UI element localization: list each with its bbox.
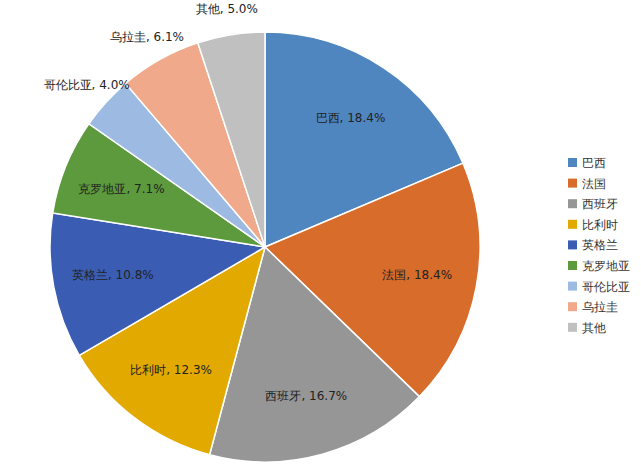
slice: [198, 32, 265, 247]
legend-label: 哥伦比亚: [582, 280, 630, 294]
data-label: 乌拉圭, 6.1%: [110, 30, 184, 44]
legend-swatch: [568, 179, 577, 188]
slices: [50, 32, 480, 462]
legend-label: 乌拉圭: [582, 300, 618, 314]
legend-label: 巴西: [582, 156, 606, 170]
legend: 巴西法国西班牙比利时英格兰克罗地亚哥伦比亚乌拉圭其他: [568, 156, 630, 335]
legend-swatch: [568, 240, 577, 249]
data-label: 比利时, 12.3%: [130, 363, 212, 377]
data-label: 法国, 18.4%: [382, 268, 452, 282]
data-label: 克罗地亚, 7.1%: [78, 182, 164, 196]
data-labels: 巴西, 18.4% 法国, 18.4% 西班牙, 16.7% 比利时, 12.3% 英格…: [44, 2, 452, 403]
legend-swatch: [568, 282, 577, 291]
legend-swatch: [568, 261, 577, 270]
legend-swatch: [568, 323, 577, 332]
data-label: 英格兰, 10.8%: [72, 268, 154, 282]
data-label: 哥伦比亚, 4.0%: [44, 78, 130, 92]
legend-label: 其他: [582, 321, 606, 335]
legend-swatch: [568, 158, 577, 167]
data-label: 其他, 5.0%: [196, 2, 258, 16]
data-label: 西班牙, 16.7%: [265, 389, 347, 403]
legend-swatch: [568, 199, 577, 208]
legend-swatch: [568, 302, 577, 311]
legend-label: 英格兰: [582, 238, 618, 252]
legend-label: 西班牙: [582, 197, 618, 211]
legend-swatch: [568, 220, 577, 229]
data-label: 巴西, 18.4%: [316, 111, 386, 125]
legend-label: 克罗地亚: [582, 259, 630, 273]
legend-label: 法国: [582, 177, 606, 191]
chart: 巴西, 18.4% 法国, 18.4% 西班牙, 16.7% 比利时, 12.3% 英格…: [0, 0, 641, 473]
legend-label: 比利时: [582, 218, 618, 232]
